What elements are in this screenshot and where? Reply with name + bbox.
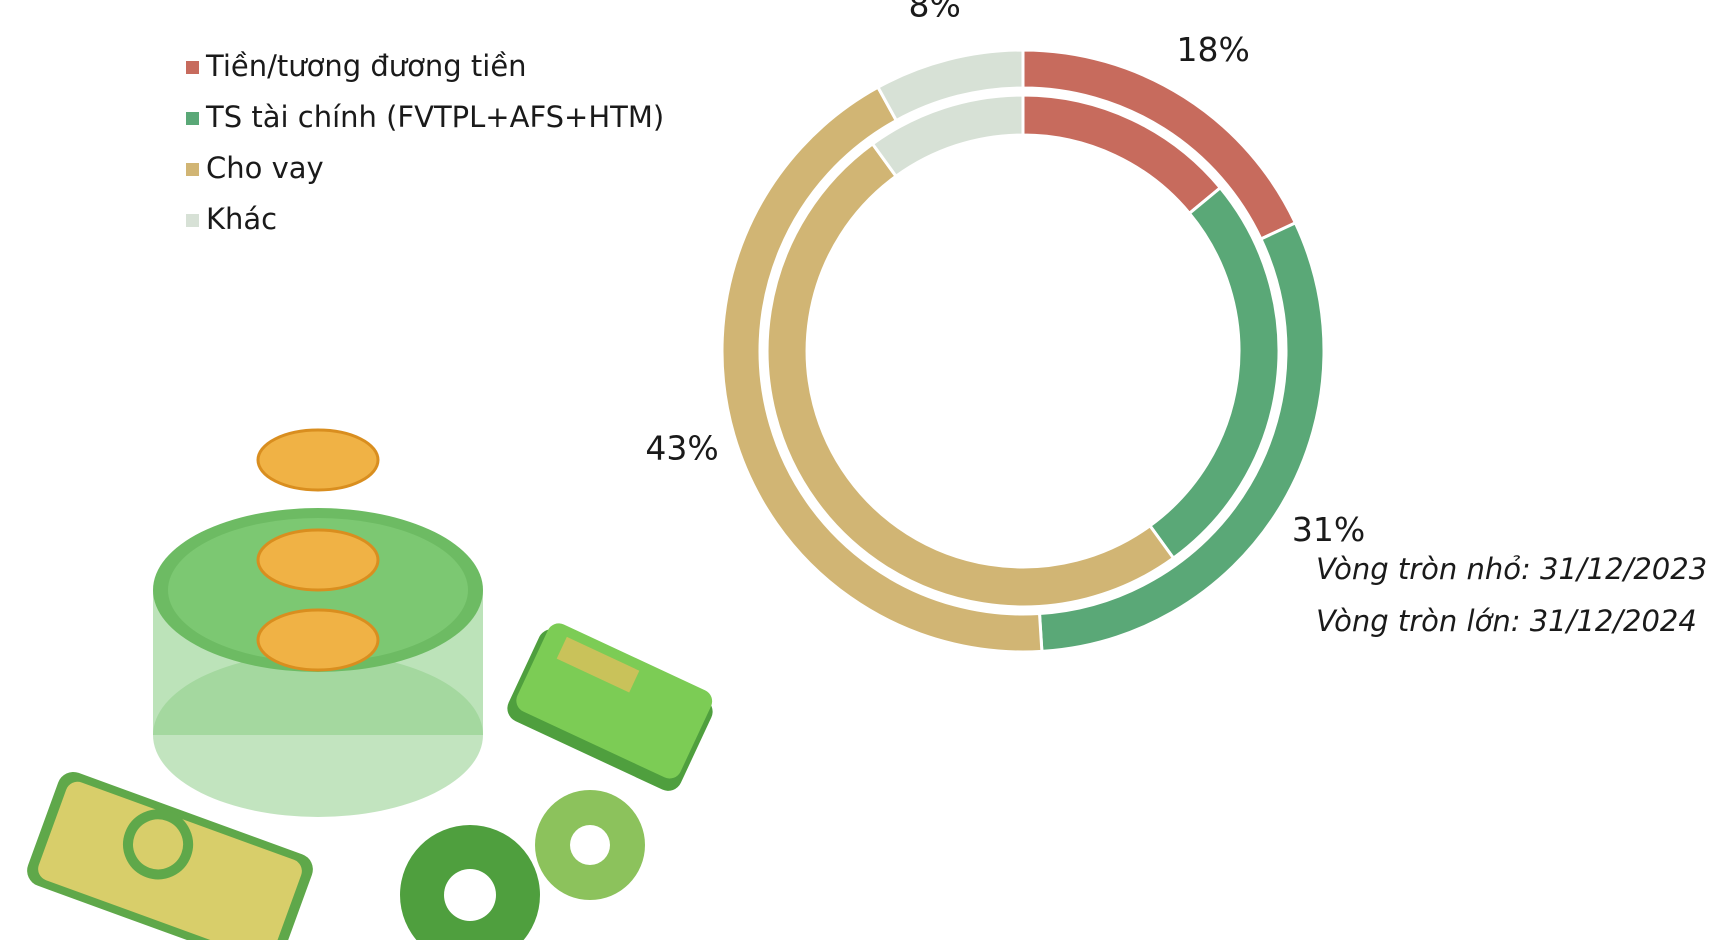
donut-segment (870, 93, 1025, 179)
legend-swatch (186, 61, 199, 74)
legend-swatch (186, 112, 199, 125)
illustration (27, 428, 713, 940)
value-label: 31% (1292, 510, 1365, 549)
value-label: 43% (645, 429, 718, 468)
value-label: 18% (1177, 30, 1250, 69)
donut-segment (766, 141, 1176, 609)
value-label: 8% (909, 0, 961, 25)
legend-label: TS tài chính (FVTPL+AFS+HTM) (205, 100, 664, 134)
legend-swatch (186, 163, 199, 176)
donut-segment (875, 48, 1025, 123)
legend-label: Khác (206, 202, 277, 236)
legend-label: Tiền/tương đương tiền (205, 49, 527, 83)
ring-note: Vòng tròn nhỏ: 31/12/2023 (1316, 552, 1707, 586)
legend-swatch (186, 214, 199, 227)
legend-label: Cho vay (206, 151, 324, 185)
ring-note: Vòng tròn lớn: 31/12/2024 (1316, 604, 1697, 638)
